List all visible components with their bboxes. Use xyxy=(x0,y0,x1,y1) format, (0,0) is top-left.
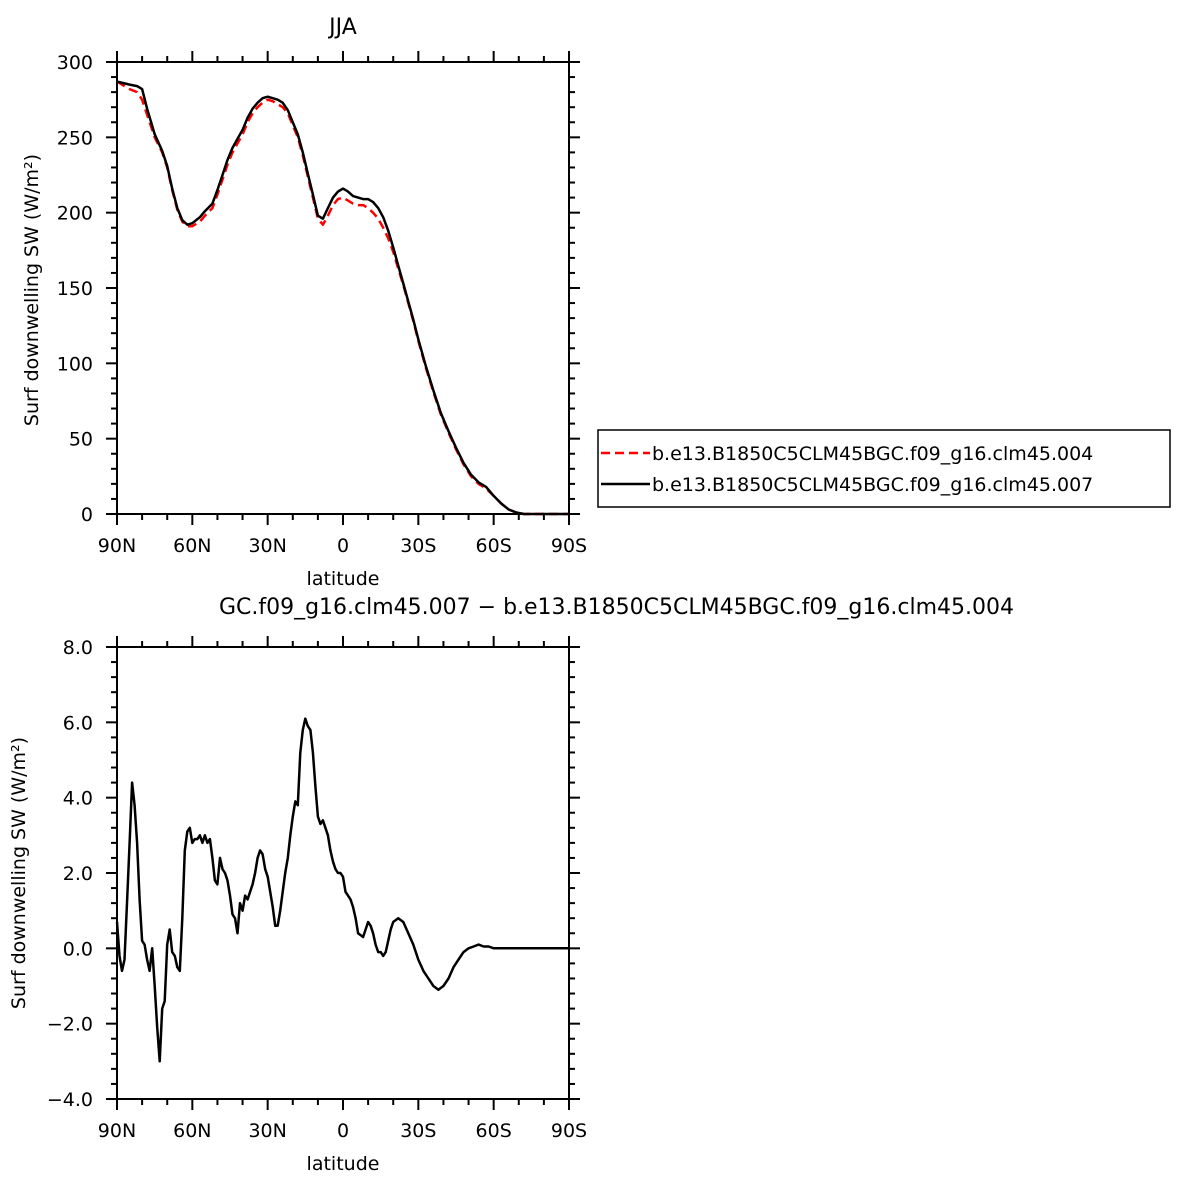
y-axis-title: Surf downwelling SW (W/m²) xyxy=(21,154,43,426)
x-tick-label: 60S xyxy=(476,1120,512,1142)
y-tick-label: 250 xyxy=(57,127,93,149)
y-tick-label: 300 xyxy=(57,52,93,74)
series-line-0 xyxy=(116,80,569,516)
chart-panel-top: JJA 90N 60N 30N 0 30S 60S 90S 0 50 100 150 200 250 30… xyxy=(21,15,587,590)
y-tick-label: −2.0 xyxy=(47,1014,93,1036)
x-tick-label: 60N xyxy=(173,535,211,557)
y-tick-label: 4.0 xyxy=(63,788,93,810)
x-tick-label: 90N xyxy=(98,1120,136,1142)
x-tick-label: 0 xyxy=(337,535,349,557)
x-tick-label: 30N xyxy=(248,535,286,557)
chart-panel-bottom: GC.f09_g16.clm45.007 − b.e13.B1850C5CLM4… xyxy=(8,595,1014,1175)
y-tick-label: 6.0 xyxy=(63,712,93,734)
x-tick-label: 90N xyxy=(98,535,136,557)
plot-area: 90N 60N 30N 0 30S 60S 90S −4.0 −2.0 0.0 2.0 4.0 6.0 8… xyxy=(47,636,587,1142)
series-line-1 xyxy=(116,80,569,516)
x-tick-label: 90S xyxy=(551,535,587,557)
legend: b.e13.B1850C5CLM45BGC.f09_g16.clm45.004 … xyxy=(597,429,1171,508)
y-tick-label: 150 xyxy=(57,278,93,300)
x-tick-label: 60S xyxy=(476,535,512,557)
y-tick-label: 0.0 xyxy=(63,938,93,960)
chart-title: GC.f09_g16.clm45.007 − b.e13.B1850C5CLM4… xyxy=(219,595,1014,620)
y-tick-label: 50 xyxy=(69,429,93,451)
x-tick-label: 60N xyxy=(173,1120,211,1142)
plot-frame xyxy=(116,61,570,515)
legend-label-004: b.e13.B1850C5CLM45BGC.f09_g16.clm45.004 xyxy=(652,443,1093,465)
x-tick-label: 0 xyxy=(337,1120,349,1142)
y-axis-title: Surf downwelling SW (W/m²) xyxy=(8,737,30,1009)
x-axis-title: latitude xyxy=(307,568,380,590)
x-tick-label: 30N xyxy=(248,1120,286,1142)
chart-title: JJA xyxy=(327,15,357,40)
y-tick-label: 8.0 xyxy=(63,637,93,659)
x-axis-title: latitude xyxy=(307,1153,380,1175)
y-tick-label: 0 xyxy=(81,504,93,526)
plot-area: 90N 60N 30N 0 30S 60S 90S 0 50 100 150 200 250 300 xyxy=(57,51,587,557)
series-line-0 xyxy=(115,717,569,1063)
y-tick-label: −4.0 xyxy=(47,1089,93,1111)
y-tick-label: 2.0 xyxy=(63,863,93,885)
x-tick-label: 30S xyxy=(400,1120,436,1142)
x-tick-label: 30S xyxy=(400,535,436,557)
legend-box xyxy=(597,429,1171,508)
y-tick-label: 100 xyxy=(57,353,93,375)
legend-label-007: b.e13.B1850C5CLM45BGC.f09_g16.clm45.007 xyxy=(652,474,1093,496)
x-tick-label: 90S xyxy=(551,1120,587,1142)
y-tick-label: 200 xyxy=(57,203,93,225)
